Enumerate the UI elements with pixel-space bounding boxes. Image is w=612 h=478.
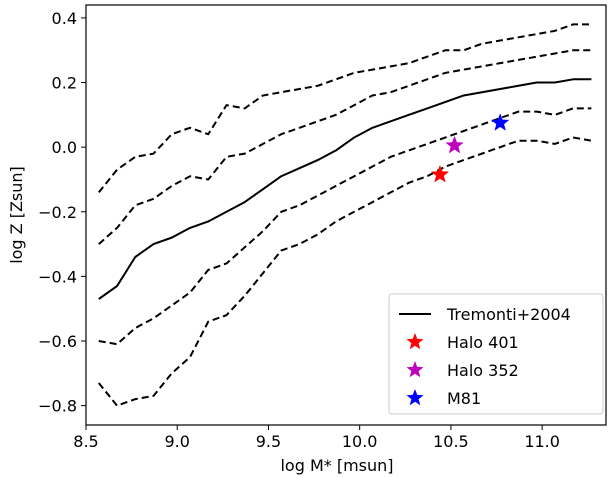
legend-star-swatch xyxy=(406,389,424,406)
x-axis-title: log M* [msun] xyxy=(280,456,393,475)
star-marker-halo-401 xyxy=(430,164,450,183)
legend-label: Tremonti+2004 xyxy=(446,305,571,324)
x-tick-label: 11.0 xyxy=(524,432,560,451)
series-line-tremonti xyxy=(98,78,592,300)
series-line-dashed-1 xyxy=(97,23,592,194)
series-line-dashed-3 xyxy=(98,107,592,346)
star-marker-halo-352 xyxy=(445,135,464,154)
series-line-dashed-2 xyxy=(98,49,592,245)
y-tick-label: 0.0 xyxy=(52,138,77,157)
y-axis-title: log Z [Zsun] xyxy=(7,166,26,264)
x-tick-label: 8.5 xyxy=(73,432,98,451)
x-tick-label: 10.0 xyxy=(342,432,378,451)
legend-label: Halo 352 xyxy=(447,361,519,380)
legend-label: Halo 401 xyxy=(447,333,519,352)
legend-star-swatch xyxy=(406,361,424,378)
y-tick-label: −0.4 xyxy=(38,267,77,286)
axes: 8.5 9.0 9.5 10.0 10.5 11.0 −0.8 −0.6 −0.4 −0.2 0.0… xyxy=(38,4,607,451)
x-tick-label: 10.5 xyxy=(433,432,469,451)
legend: Tremonti+2004 Halo 401 Halo 352 M81 xyxy=(388,293,604,415)
axes-frame xyxy=(85,4,607,426)
x-tick-label: 9.0 xyxy=(165,432,190,451)
legend-box xyxy=(388,293,604,415)
y-tick-label: −0.2 xyxy=(38,203,77,222)
y-tick-label: −0.8 xyxy=(38,397,77,416)
star-marker-m81 xyxy=(490,113,510,131)
legend-label: M81 xyxy=(447,389,481,408)
series-line-dashed-4 xyxy=(97,136,592,407)
y-tick-label: 0.2 xyxy=(52,74,77,93)
y-tick-label: 0.4 xyxy=(52,9,77,28)
legend-star-swatch xyxy=(406,333,424,350)
y-tick-label: −0.6 xyxy=(38,332,77,351)
x-tick-label: 9.5 xyxy=(256,432,281,451)
plot-area xyxy=(97,23,592,407)
